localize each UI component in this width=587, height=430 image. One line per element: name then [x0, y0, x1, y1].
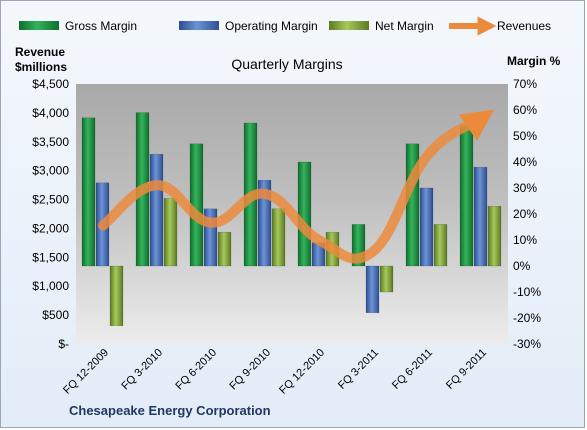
operating-margin-bar: [419, 187, 434, 267]
left-tick-label: $500: [42, 308, 69, 322]
revenue-point: [265, 193, 266, 194]
category-label: FQ 6-2010: [173, 347, 219, 393]
right-tick-label: 50%: [513, 129, 537, 143]
category-label: FQ 12-2010: [277, 347, 327, 397]
right-tick-label: 10%: [513, 233, 537, 247]
net-margin-bar: [433, 224, 448, 267]
left-tick-label: $3,000: [32, 164, 69, 178]
revenue-point: [481, 118, 482, 119]
revenue-point: [211, 222, 212, 223]
left-axis-ticks: $- $500 $1,000 $1,500 $2,000 $2,500 $3,000 $3,5…: [32, 77, 69, 351]
legend-swatch-gross-margin: [19, 21, 59, 30]
right-axis-label: Margin %: [507, 54, 561, 68]
operating-margin-bar: [473, 166, 488, 267]
bars: [81, 112, 502, 327]
net-margin-bar: [163, 198, 178, 267]
footer-company: Chesapeake Energy Corporation: [69, 403, 271, 418]
right-tick-label: -30%: [513, 337, 541, 351]
gross-margin-bar: [81, 117, 96, 267]
left-tick-label: $1,500: [32, 250, 69, 264]
right-tick-label: 40%: [513, 155, 537, 169]
category-labels: FQ 12-2009 FQ 3-2010 FQ 6-2010 FQ 9-2010 FQ …: [61, 347, 489, 397]
revenue-point: [427, 156, 428, 157]
revenue-point: [157, 185, 158, 186]
right-tick-label: -20%: [513, 311, 541, 325]
revenue-point: [103, 225, 104, 226]
operating-margin-bar: [365, 265, 380, 314]
left-tick-label: $2,000: [32, 221, 69, 235]
revenue-point: [373, 251, 374, 252]
category-label: FQ 6-2011: [390, 347, 435, 392]
left-tick-label: $-: [58, 337, 69, 351]
left-tick-label: $3,500: [32, 135, 69, 149]
revenue-line: [98, 109, 495, 264]
right-tick-label: -10%: [513, 285, 541, 299]
legend-label-gross-margin: Gross Margin: [65, 19, 137, 33]
left-tick-label: $4,500: [32, 77, 69, 91]
legend: Gross Margin Operating Margin Net Margin…: [19, 16, 551, 36]
net-margin-bar: [487, 205, 502, 267]
net-margin-bar: [271, 208, 286, 267]
right-tick-label: 20%: [513, 207, 537, 221]
revenue-point: [319, 240, 320, 241]
legend-label-revenues: Revenues: [497, 19, 551, 33]
category-label: FQ 9-2011: [444, 347, 489, 392]
right-tick-label: 60%: [513, 103, 537, 117]
legend-swatch-net-margin: [329, 21, 369, 30]
net-margin-bar: [109, 265, 124, 327]
left-tick-label: $2,500: [32, 193, 69, 207]
category-label: FQ 12-2009: [61, 347, 111, 397]
right-axis-ticks: -30% -20% -10% 0% 10% 20% 30% 40% 50% 60% 70%: [513, 77, 541, 351]
net-margin-bar: [217, 231, 232, 267]
right-tick-label: 70%: [513, 77, 537, 91]
operating-margin-bar: [257, 179, 272, 267]
left-axis-label-line1: Revenue: [15, 45, 65, 59]
gross-margin-bar: [459, 125, 474, 267]
right-tick-label: 0%: [513, 259, 531, 273]
left-axis-label-line2: $millions: [15, 60, 67, 74]
category-label: FQ 9-2010: [227, 347, 273, 393]
left-tick-label: $4,000: [32, 106, 69, 120]
right-tick-label: 30%: [513, 181, 537, 195]
chart-title: Quarterly Margins: [231, 56, 342, 72]
net-margin-bar: [379, 265, 394, 293]
gross-margin-bar: [297, 161, 312, 267]
legend-label-operating-margin: Operating Margin: [225, 19, 318, 33]
operating-margin-bar: [149, 153, 164, 267]
legend-swatch-operating-margin: [179, 21, 219, 30]
category-label: FQ 3-2011: [336, 347, 381, 392]
revenue-line-path: [98, 109, 495, 264]
category-label: FQ 3-2010: [119, 347, 165, 393]
left-tick-label: $1,000: [32, 279, 69, 293]
legend-label-net-margin: Net Margin: [375, 19, 434, 33]
